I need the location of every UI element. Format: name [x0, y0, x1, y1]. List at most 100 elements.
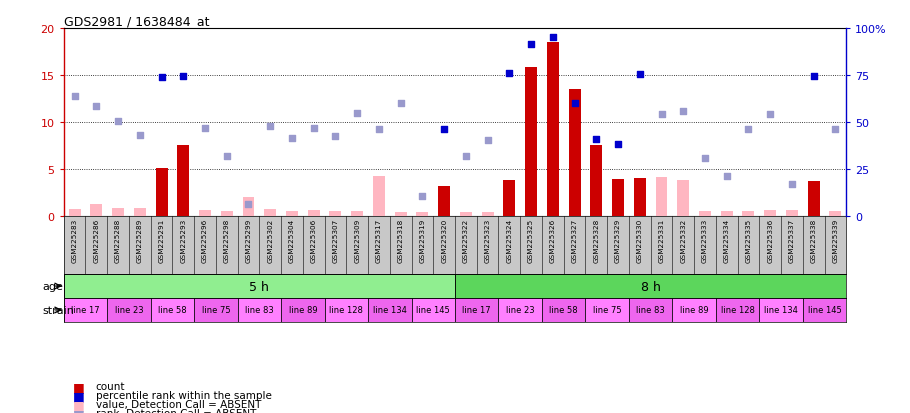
Bar	[107, 298, 151, 322]
Text: GSM225307: GSM225307	[332, 218, 339, 262]
Bar	[455, 298, 499, 322]
Text: GDS2981 / 1638484_at: GDS2981 / 1638484_at	[64, 15, 209, 28]
Bar	[699, 212, 711, 216]
Text: line 23: line 23	[506, 306, 534, 315]
Point	[589, 136, 603, 143]
Text: ■: ■	[73, 389, 85, 402]
Text: line 134: line 134	[764, 306, 798, 315]
Bar	[90, 204, 102, 216]
Text: GSM225329: GSM225329	[615, 218, 621, 262]
Point	[263, 123, 278, 130]
Point	[67, 93, 82, 100]
Point	[546, 35, 561, 42]
Bar	[721, 212, 733, 216]
Text: GSM225320: GSM225320	[441, 218, 447, 262]
Text: GSM225317: GSM225317	[376, 218, 382, 262]
Bar	[238, 298, 281, 322]
Text: age: age	[42, 281, 63, 291]
Text: GSM225298: GSM225298	[224, 218, 229, 262]
Text: line 83: line 83	[636, 306, 665, 315]
Text: GSM225338: GSM225338	[811, 218, 816, 262]
Text: GSM225299: GSM225299	[246, 218, 251, 262]
Bar	[373, 177, 385, 216]
Text: line 128: line 128	[721, 306, 754, 315]
Text: GSM225291: GSM225291	[158, 218, 165, 262]
Bar	[569, 90, 581, 216]
Bar	[633, 179, 646, 216]
Text: GSM225319: GSM225319	[420, 218, 425, 262]
Point	[241, 201, 256, 208]
Text: GSM225326: GSM225326	[550, 218, 556, 262]
Bar	[759, 298, 803, 322]
Point	[763, 112, 777, 119]
Bar	[829, 212, 842, 216]
Point	[349, 110, 364, 116]
Bar	[286, 212, 298, 216]
Point	[155, 74, 169, 81]
Point	[784, 181, 799, 188]
Bar	[281, 298, 325, 322]
Bar	[417, 213, 429, 216]
Text: line 23: line 23	[115, 306, 143, 315]
Text: GSM225323: GSM225323	[485, 218, 490, 262]
Point	[307, 125, 321, 132]
Bar	[499, 298, 542, 322]
Text: GSM225337: GSM225337	[789, 218, 795, 262]
Text: value, Detection Call = ABSENT: value, Detection Call = ABSENT	[96, 399, 261, 409]
Text: GSM225304: GSM225304	[289, 218, 295, 262]
Bar	[629, 298, 672, 322]
Text: line 17: line 17	[462, 306, 491, 315]
Point	[524, 42, 539, 48]
Text: ■: ■	[73, 407, 85, 413]
Text: GSM225327: GSM225327	[571, 218, 578, 262]
Bar	[64, 274, 455, 298]
Text: line 58: line 58	[158, 306, 187, 315]
Point	[741, 127, 755, 133]
Text: GSM225322: GSM225322	[463, 218, 469, 262]
Point	[133, 133, 147, 139]
Text: line 134: line 134	[373, 306, 407, 315]
Point	[329, 133, 343, 140]
Text: line 145: line 145	[808, 306, 842, 315]
Point	[698, 155, 713, 161]
Bar	[591, 145, 602, 216]
Point	[567, 101, 581, 107]
Point	[393, 101, 408, 107]
Text: ■: ■	[73, 398, 85, 411]
Text: GSM225330: GSM225330	[637, 218, 642, 262]
Text: GSM225293: GSM225293	[180, 218, 187, 262]
Point	[502, 71, 517, 77]
Text: GSM225306: GSM225306	[310, 218, 317, 262]
Text: GSM225324: GSM225324	[506, 218, 512, 262]
Text: 5 h: 5 h	[249, 280, 269, 293]
Bar	[411, 298, 455, 322]
Bar	[64, 298, 107, 322]
Bar	[786, 211, 798, 216]
Bar	[612, 180, 624, 216]
Text: line 17: line 17	[71, 306, 100, 315]
Bar	[221, 212, 233, 216]
Text: rank, Detection Call = ABSENT: rank, Detection Call = ABSENT	[96, 408, 256, 413]
Text: line 128: line 128	[329, 306, 363, 315]
Text: GSM225328: GSM225328	[593, 218, 600, 262]
Point	[197, 125, 212, 132]
Text: GSM225334: GSM225334	[723, 218, 730, 262]
Bar	[351, 212, 363, 216]
Bar	[808, 182, 820, 216]
Bar	[503, 181, 515, 216]
Text: GSM225309: GSM225309	[354, 218, 360, 262]
Text: GSM225318: GSM225318	[398, 218, 404, 262]
Point	[459, 153, 473, 160]
Text: line 75: line 75	[592, 306, 622, 315]
Bar	[438, 186, 450, 216]
Bar	[655, 178, 668, 216]
Text: strain: strain	[42, 305, 74, 315]
Text: GSM225336: GSM225336	[767, 218, 774, 262]
Bar	[112, 208, 124, 216]
Text: line 75: line 75	[201, 306, 230, 315]
Bar	[803, 298, 846, 322]
Point	[632, 71, 647, 78]
Point	[89, 103, 104, 110]
Bar	[525, 68, 537, 216]
Bar	[547, 43, 559, 216]
